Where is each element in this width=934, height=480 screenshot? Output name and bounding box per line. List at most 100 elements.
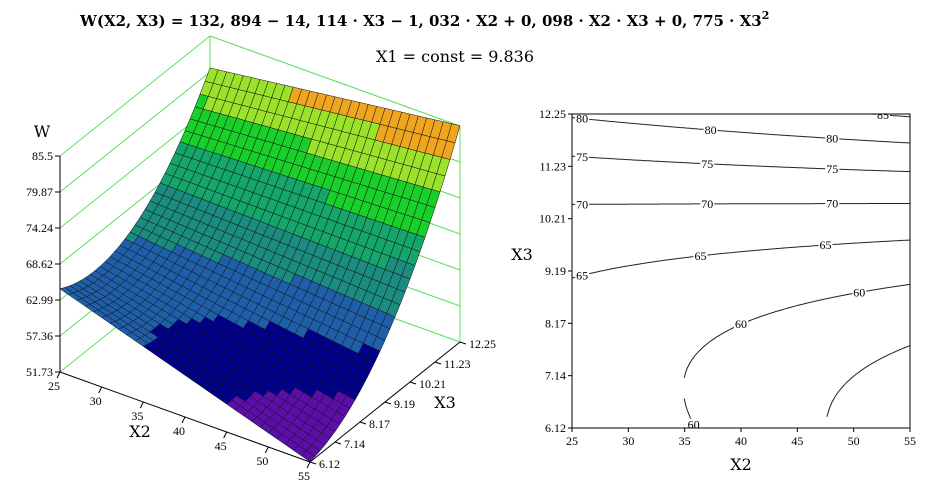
contour-y-tick-label: 6.12 <box>545 421 566 435</box>
contour-label: 85 <box>877 108 889 122</box>
contour-line-60 <box>683 398 697 428</box>
contour-label: 80 <box>576 112 588 126</box>
contour-y-tick-label: 9.19 <box>545 264 566 278</box>
contour-label: 70 <box>576 197 588 211</box>
back-wall-gridline <box>59 107 211 229</box>
contour-label: 80 <box>705 123 717 137</box>
contour-label-bg <box>734 318 748 330</box>
contour-label-bg <box>575 114 590 124</box>
y-tick-label: 6.12 <box>319 457 340 471</box>
surface-cell <box>301 450 316 463</box>
y-tick-label: 10.21 <box>419 377 446 391</box>
z-tick-label: 74.24 <box>26 221 53 235</box>
y-tick <box>359 421 367 425</box>
contour-label: 80 <box>826 131 838 145</box>
subtitle: X1 = const = 9.836 <box>376 47 534 66</box>
x-tick <box>98 386 103 394</box>
contour-label: 65 <box>694 249 706 263</box>
y-tick-label: 8.17 <box>369 417 390 431</box>
contour-label: 65 <box>820 238 832 252</box>
y-tick-label: 9.19 <box>394 397 415 411</box>
z-axis-title: W <box>34 122 51 141</box>
y-tick <box>309 461 317 465</box>
contour-label-bg <box>852 286 867 298</box>
back-wall-gridline <box>59 35 211 157</box>
contour-y-tick-label: 12.25 <box>539 107 566 121</box>
contour-frame <box>571 113 911 429</box>
contour-label: 60 <box>688 418 700 432</box>
contour-label: 75 <box>701 157 713 171</box>
contour-label-bg <box>686 418 701 428</box>
x-tick <box>306 461 311 469</box>
y-tick-label: 11.23 <box>444 357 471 371</box>
y-tick <box>409 381 417 385</box>
x-tick <box>181 416 186 424</box>
z-tick-label: 57.36 <box>26 329 53 343</box>
x-tick-label: 55 <box>298 469 310 480</box>
y-tick <box>459 341 467 345</box>
contour-label-bg <box>700 157 715 169</box>
y-tick <box>334 441 342 445</box>
contour-line-80 <box>572 117 910 144</box>
y-tick-label: 12.25 <box>469 337 496 351</box>
x-tick <box>139 401 144 409</box>
contour-plot: 60 60 60 65 65 65 70 70 70 75 75 75 80 80 80 85 25 30 35 40… <box>511 107 916 474</box>
back-wall-gridline <box>59 71 211 193</box>
contour-label-bg <box>825 132 840 144</box>
z-tick-label: 51.73 <box>26 365 53 379</box>
contour-label: 75 <box>826 162 838 176</box>
contour-lines: 60 60 60 65 65 65 70 70 70 75 75 75 80 80 80 85 <box>572 108 910 432</box>
contour-label-bg <box>825 197 840 209</box>
contour-label-bg <box>703 123 718 135</box>
contour-x-axis-title: X2 <box>730 455 752 474</box>
x-tick-label: 25 <box>48 379 60 393</box>
contour-y-tick-label: 8.17 <box>545 316 566 330</box>
contour-x-tick-label: 35 <box>679 434 691 448</box>
x-tick-label: 45 <box>215 439 227 453</box>
contour-x-tick-label: 25 <box>566 434 578 448</box>
x-axis-title: X2 <box>129 422 151 441</box>
contour-label-bg <box>575 269 590 281</box>
x-tick <box>223 431 228 439</box>
z-tick-label: 85.5 <box>32 149 53 163</box>
contour-y-axis-title: X3 <box>511 245 533 264</box>
contour-x-tick-label: 45 <box>791 434 803 448</box>
contour-x-tick-label: 30 <box>622 434 634 448</box>
z-tick-label: 62.99 <box>26 293 53 307</box>
contour-label-bg <box>700 197 715 209</box>
side-wall-gridline <box>209 35 461 127</box>
contour-label: 75 <box>576 150 588 164</box>
x-tick-label: 35 <box>131 409 143 423</box>
contour-line-70 <box>572 203 910 205</box>
contour-y-tick-label: 10.21 <box>539 212 566 226</box>
x-tick-label: 30 <box>90 394 102 408</box>
contour-label-bg <box>575 198 590 210</box>
surface-plot: 51.73 57.36 62.99 68.62 74.24 79.87 85.5 25 30 35… <box>26 35 496 480</box>
z-tick-label: 68.62 <box>26 257 53 271</box>
z-tick-label: 79.87 <box>26 185 53 199</box>
y-tick <box>384 401 392 405</box>
contour-x-tick-label: 55 <box>904 434 916 448</box>
contour-label-bg <box>825 163 840 175</box>
contour-label: 60 <box>853 285 865 299</box>
contour-label-bg <box>875 114 890 120</box>
y-tick <box>434 361 442 365</box>
y-tick-label: 7.14 <box>344 437 365 451</box>
contour-label: 70 <box>826 197 838 211</box>
contour-y-tick-label: 11.23 <box>539 159 566 173</box>
contour-label: 70 <box>701 197 713 211</box>
x-tick-label: 50 <box>256 454 268 468</box>
contour-label-bg <box>693 249 708 261</box>
contour-line-75 <box>572 155 910 173</box>
contour-y-tick-label: 7.14 <box>545 369 566 383</box>
contour-line-55 <box>826 345 910 417</box>
contour-x-tick-label: 50 <box>848 434 860 448</box>
x-tick <box>56 371 61 379</box>
contour-x-tick-label: 40 <box>735 434 747 448</box>
contour-label: 60 <box>735 317 747 331</box>
contour-line-65 <box>572 239 910 279</box>
x-tick <box>264 446 269 454</box>
contour-label-bg <box>818 239 833 251</box>
contour-line-85 <box>865 114 910 118</box>
